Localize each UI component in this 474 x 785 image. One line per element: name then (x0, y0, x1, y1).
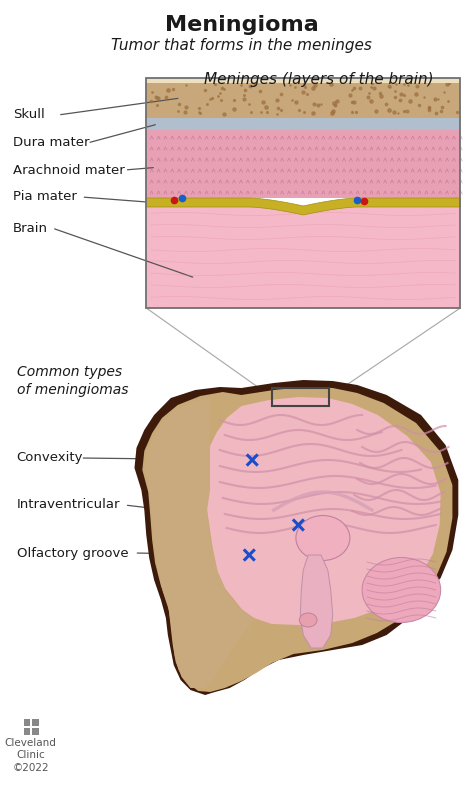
Bar (146, 118, 460, 130)
Ellipse shape (362, 557, 441, 623)
Text: Pia mater: Pia mater (13, 191, 77, 203)
Text: Meningioma: Meningioma (164, 15, 319, 35)
Text: Meninges (layers of the brain): Meninges (layers of the brain) (204, 72, 434, 87)
Text: Skull: Skull (13, 108, 45, 122)
Text: Convexity: Convexity (17, 451, 83, 465)
Bar (32, 728, 39, 735)
Bar (146, 78, 460, 118)
Bar (146, 207, 460, 308)
Polygon shape (205, 397, 441, 625)
Text: Common types
of meningiomas: Common types of meningiomas (17, 365, 128, 397)
Polygon shape (301, 555, 333, 648)
Bar (146, 78, 460, 308)
Bar (32, 719, 39, 726)
Ellipse shape (300, 613, 317, 627)
Text: Brain: Brain (13, 221, 48, 235)
Text: Arachnoid mater: Arachnoid mater (13, 163, 125, 177)
Bar (146, 130, 460, 198)
Bar (146, 78, 460, 308)
Bar (272, 388, 329, 406)
Text: Dura mater: Dura mater (13, 137, 89, 149)
Text: Cleveland
Clinic
©2022: Cleveland Clinic ©2022 (5, 738, 56, 772)
Polygon shape (144, 397, 254, 688)
Text: Olfactory groove: Olfactory groove (17, 546, 128, 560)
Polygon shape (135, 380, 458, 695)
Text: Tumor that forms in the meninges: Tumor that forms in the meninges (111, 38, 372, 53)
Text: Intraventricular: Intraventricular (17, 498, 120, 512)
Bar (24, 728, 30, 735)
Ellipse shape (296, 516, 350, 560)
Bar (146, 78, 460, 83)
Polygon shape (146, 198, 460, 215)
Bar (24, 719, 30, 726)
Polygon shape (142, 387, 452, 692)
